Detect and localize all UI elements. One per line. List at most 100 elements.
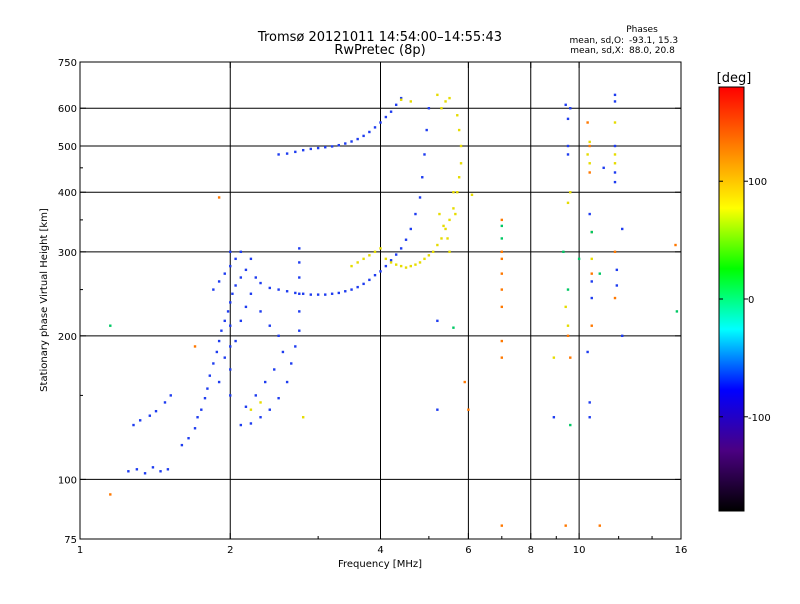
data-point (448, 218, 451, 222)
data-point (268, 286, 271, 290)
colorbar-tick-label: -100 (748, 413, 771, 424)
data-point (151, 466, 155, 469)
data-point (457, 176, 461, 179)
data-point (394, 263, 398, 266)
x-axis-ticks: 1 2 4 6 8 10 16 (77, 62, 687, 556)
data-point (132, 423, 135, 427)
data-point (217, 380, 221, 384)
x-tick-label: 2 (227, 545, 233, 556)
data-point (674, 243, 677, 247)
data-point (196, 416, 199, 419)
data-point (259, 416, 262, 419)
data-point (337, 291, 341, 295)
data-point (362, 134, 365, 138)
data-point (500, 339, 504, 343)
data-point (602, 166, 605, 170)
data-point (621, 334, 624, 338)
data-point (500, 272, 504, 275)
data-point (500, 257, 504, 261)
data-point (379, 247, 382, 250)
data-point (254, 394, 257, 397)
data-point (193, 345, 197, 348)
data-point (309, 293, 312, 296)
data-point (239, 276, 243, 279)
data-point (500, 250, 504, 254)
data-point (613, 180, 617, 184)
data-point (588, 416, 591, 419)
data-point (613, 153, 617, 156)
data-point (373, 273, 377, 277)
data-point (324, 146, 327, 149)
data-point (301, 148, 305, 152)
data-point (159, 470, 162, 473)
y-axis-label: Stationary phase Virtual Height [km] (39, 208, 50, 392)
data-point (586, 121, 589, 124)
data-point (301, 292, 305, 295)
data-point (281, 350, 285, 354)
data-point (448, 96, 451, 100)
y-tick-label: 100 (58, 475, 77, 486)
data-point (444, 100, 447, 103)
data-point (418, 196, 422, 199)
data-point (373, 250, 377, 254)
data-point (463, 380, 466, 384)
data-point (566, 144, 570, 148)
data-point (259, 281, 262, 285)
data-point (229, 345, 232, 348)
data-point (350, 140, 353, 143)
data-point (324, 293, 327, 296)
data-point (500, 305, 504, 309)
data-point (588, 212, 591, 216)
data-point (316, 293, 320, 296)
data-point (301, 416, 305, 419)
data-point (569, 356, 572, 359)
data-point (566, 334, 570, 338)
data-point (562, 250, 565, 254)
data-point (552, 416, 556, 419)
data-point (588, 144, 591, 148)
data-point (285, 290, 289, 293)
data-point (273, 368, 276, 371)
data-point (569, 423, 572, 427)
data-point (414, 212, 417, 216)
data-point (294, 291, 297, 295)
data-point (285, 380, 289, 384)
x-tick-label: 1 (77, 545, 83, 556)
data-point (223, 356, 226, 359)
data-point (500, 218, 504, 222)
data-point (217, 196, 221, 199)
data-point (569, 191, 572, 194)
data-point (187, 437, 190, 440)
data-point (389, 110, 393, 113)
data-point (379, 121, 382, 124)
gridlines (80, 62, 681, 539)
data-point (421, 176, 424, 179)
data-point (384, 257, 388, 261)
data-point (356, 137, 359, 141)
data-point (234, 257, 237, 261)
data-point (423, 257, 426, 261)
data-point (615, 284, 619, 287)
data-point (109, 324, 112, 327)
data-point (127, 470, 130, 473)
data-point (448, 250, 451, 254)
phase-stats-o-values: -93.1, 15.3 (629, 36, 678, 46)
x-tick-label: 6 (465, 545, 471, 556)
data-point (436, 243, 439, 247)
data-point (384, 115, 388, 119)
colorbar (718, 86, 745, 512)
data-point (590, 257, 593, 261)
data-point (418, 261, 422, 264)
data-point (330, 145, 334, 148)
data-point (394, 103, 398, 107)
data-point (239, 319, 243, 323)
phase-stats-x-label: mean, sd,X: (570, 46, 624, 56)
y-tick-label: 75 (64, 535, 77, 546)
data-point (452, 207, 455, 210)
data-point (577, 257, 581, 261)
chart-title: Tromsø 20121011 14:54:00–14:55:43 (257, 30, 502, 45)
data-point (180, 443, 184, 447)
data-point (586, 153, 589, 156)
data-point (223, 319, 226, 323)
